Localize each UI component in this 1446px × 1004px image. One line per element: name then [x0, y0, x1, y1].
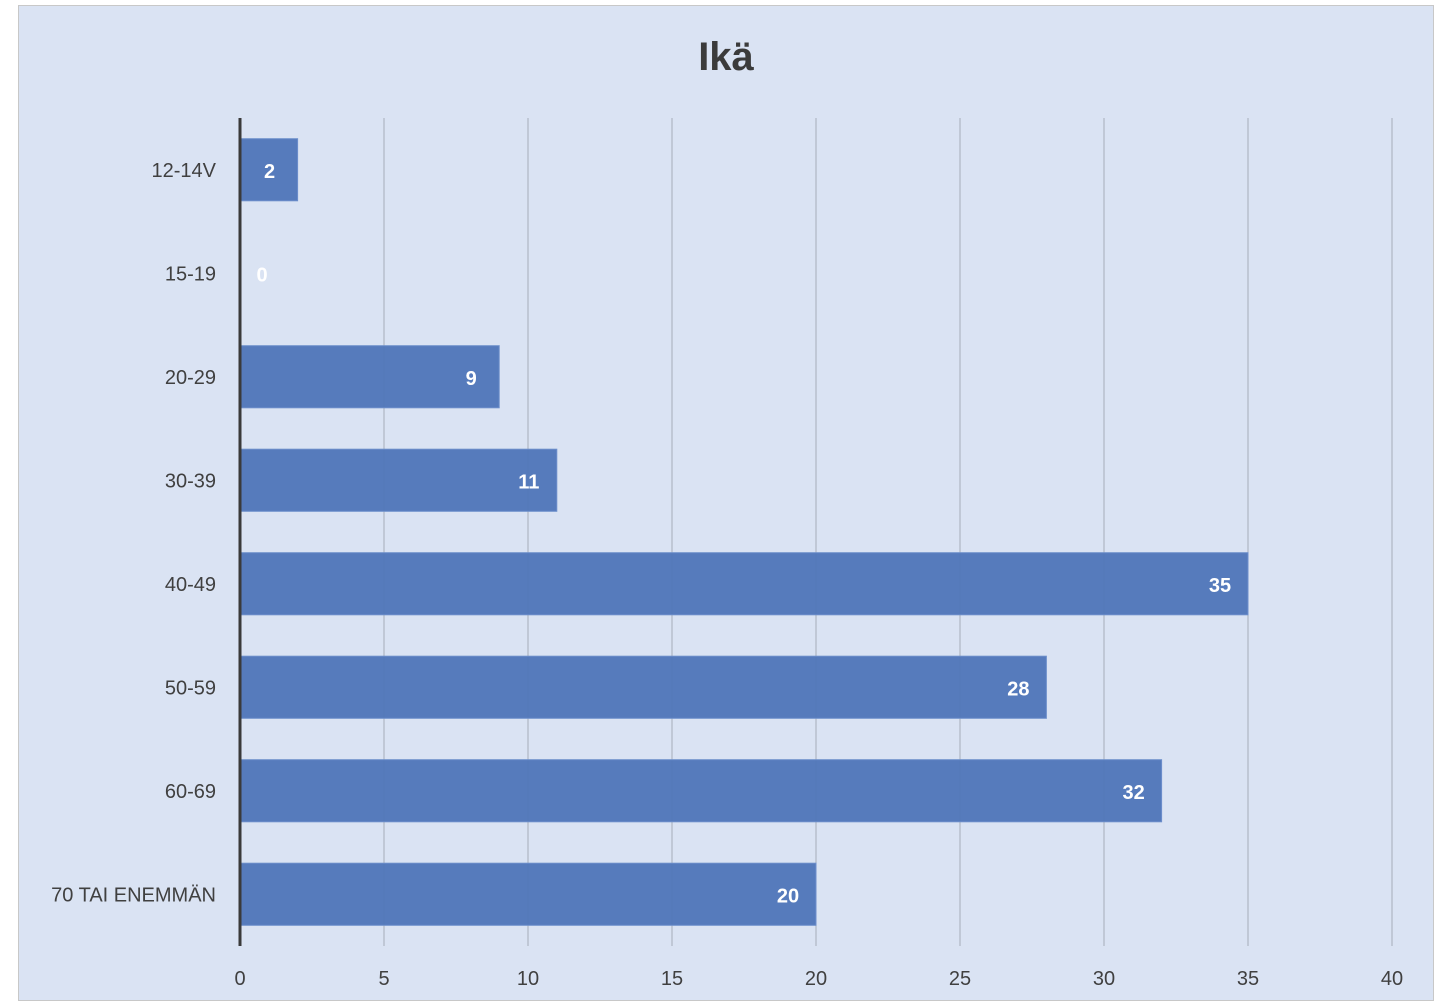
- data-label: 0: [256, 264, 267, 286]
- data-label: 9: [466, 368, 477, 390]
- data-label: 32: [1122, 782, 1144, 804]
- category-label: 70 TAI ENEMMÄN: [51, 884, 216, 906]
- bar: [239, 759, 1163, 823]
- bar: [239, 345, 500, 409]
- bar: [239, 862, 817, 926]
- bar: [239, 138, 299, 202]
- category-labels: 12-14V 15-19 20-29 30-39 40-49 50-59 60-69 70 T…: [51, 160, 217, 907]
- data-label: 11: [518, 471, 539, 493]
- bar: [239, 448, 558, 512]
- category-label: 50-59: [165, 677, 216, 699]
- chart-title: Ikä: [698, 35, 754, 79]
- category-label: 15-19: [165, 263, 216, 285]
- bar: [239, 552, 1249, 616]
- category-label: 30-39: [165, 470, 216, 492]
- x-tick-label: 5: [378, 968, 389, 990]
- x-tick-label: 25: [949, 968, 971, 990]
- x-tick-label: 15: [661, 968, 683, 990]
- bar: [239, 655, 1047, 719]
- data-label: 20: [777, 885, 799, 907]
- data-label: 28: [1007, 678, 1029, 700]
- x-tick-label: 40: [1381, 968, 1403, 990]
- x-tick-labels: 0 5 10 15 20 25 30 35 40: [234, 968, 1403, 990]
- bars: [239, 138, 1249, 926]
- category-label: 20-29: [165, 367, 216, 389]
- x-tick-label: 20: [805, 968, 827, 990]
- x-tick-label: 0: [234, 968, 245, 990]
- category-label: 12-14V: [152, 160, 217, 182]
- data-label: 2: [264, 161, 275, 183]
- category-label: 40-49: [165, 574, 216, 596]
- category-label: 60-69: [165, 781, 216, 803]
- x-tick-label: 35: [1237, 968, 1259, 990]
- x-tick-label: 30: [1093, 968, 1115, 990]
- data-label: 35: [1209, 575, 1231, 597]
- x-tick-label: 10: [517, 968, 539, 990]
